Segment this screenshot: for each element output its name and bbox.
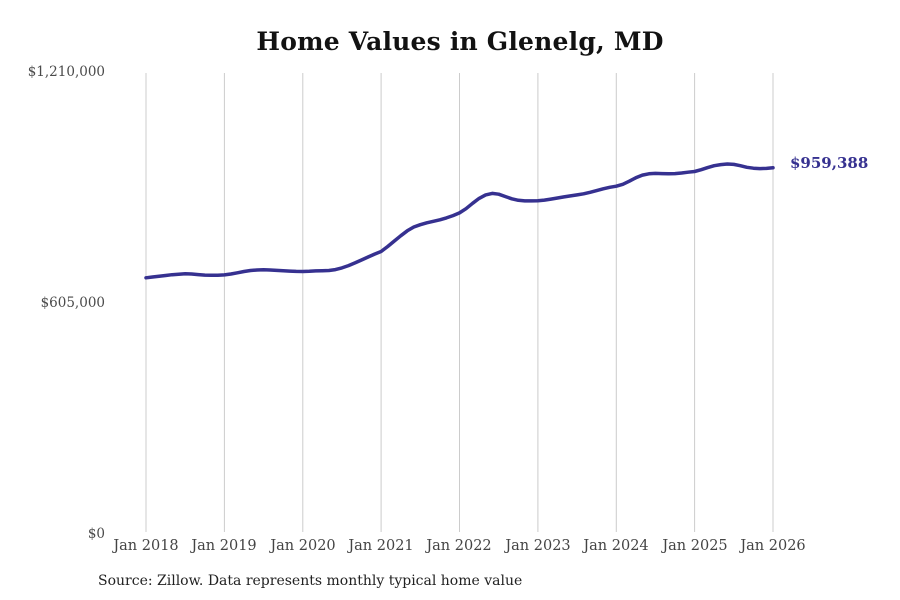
x-axis-tick-label: Jan 2018	[113, 538, 179, 554]
y-axis-tick-label: $1,210,000	[27, 64, 105, 80]
x-axis-tick-label: Jan 2020	[270, 538, 336, 554]
home-value-line	[144, 162, 775, 280]
x-axis-tick-label: Jan 2026	[740, 538, 806, 554]
x-axis-tick-label: Jan 2019	[191, 538, 257, 554]
source-note: Source: Zillow. Data represents monthly …	[98, 573, 523, 589]
gridlines-group	[145, 73, 774, 532]
y-axis-tick-label: $605,000	[40, 295, 105, 311]
x-axis-tick-label: Jan 2022	[426, 538, 492, 554]
x-axis-tick-label: Jan 2024	[583, 538, 649, 554]
x-axis-tick-label: Jan 2021	[348, 538, 414, 554]
x-axis-tick-label: Jan 2025	[662, 538, 728, 554]
y-axis-tick-label: $0	[87, 526, 105, 542]
final-value-label: $959,388	[790, 154, 869, 172]
x-axis-tick-label: Jan 2023	[505, 538, 571, 554]
chart-title: Home Values in Glenelg, MD	[256, 27, 664, 56]
